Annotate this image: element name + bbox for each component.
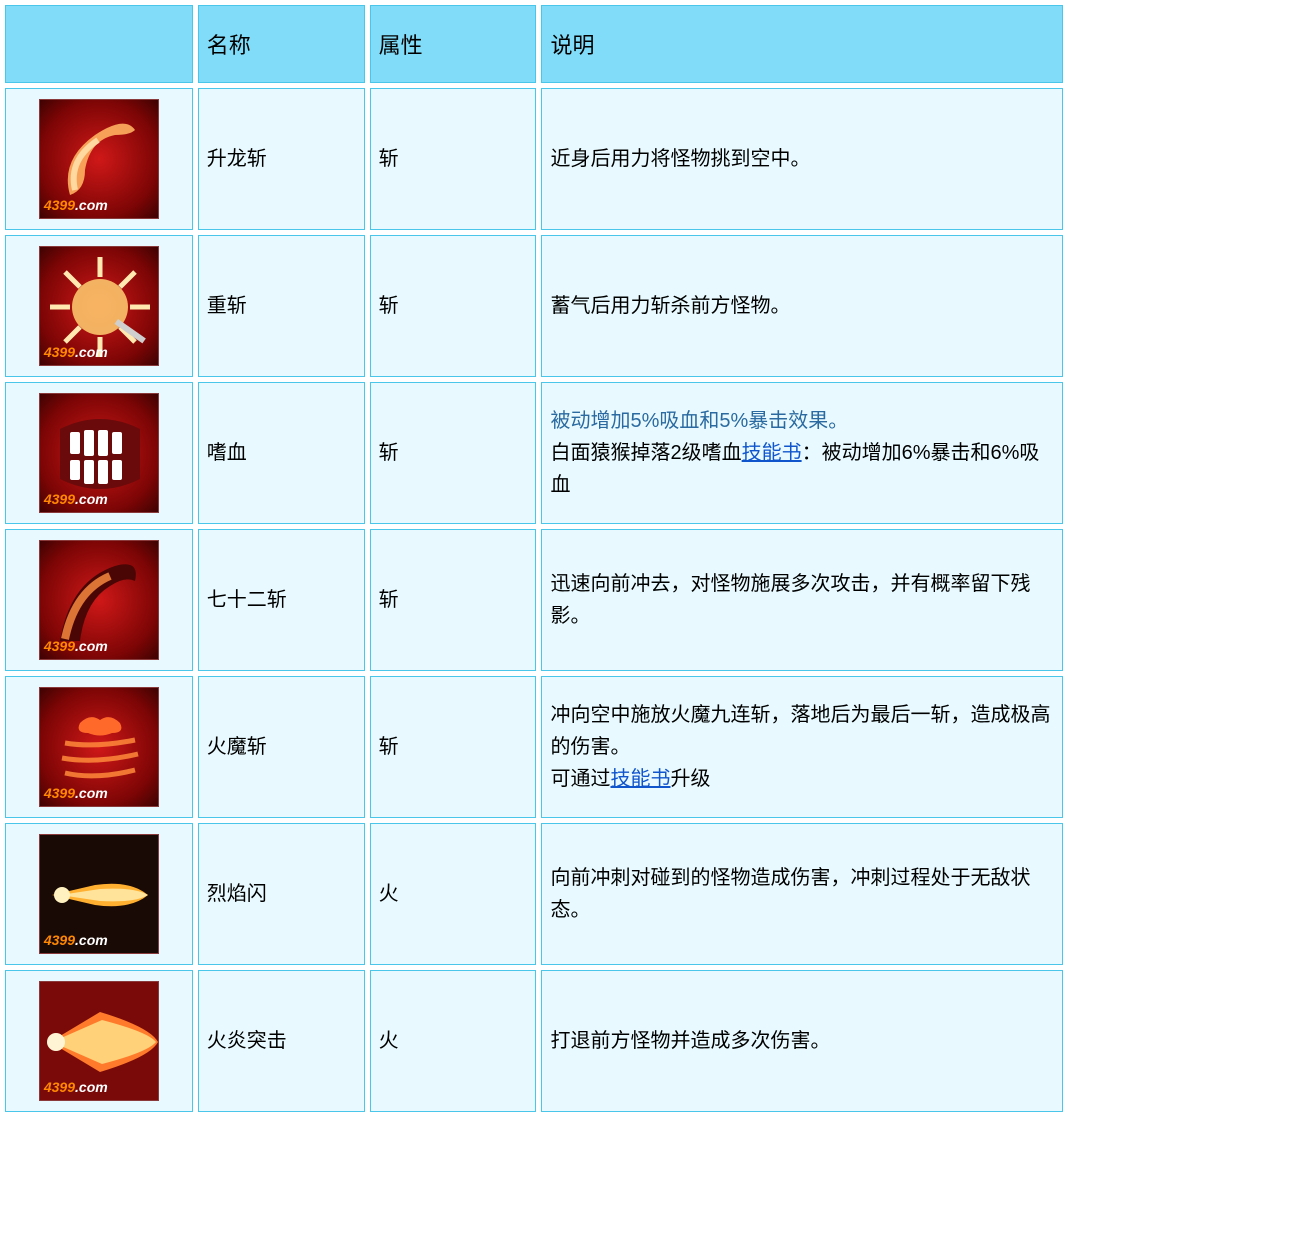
skill-name: 嗜血 (198, 382, 365, 524)
heavy-slash-icon: 4399.com (39, 246, 159, 366)
skill-attr: 火 (370, 823, 537, 965)
table-row: 4399.com 火魔斩斩冲向空中施放火魔九连斩，落地后为最后一斩，造成极高的伤害… (5, 676, 1063, 818)
skill-attr: 斩 (370, 88, 537, 230)
skill-attr: 火 (370, 970, 537, 1112)
watermark: 4399.com (44, 1076, 108, 1098)
skill-icon-cell: 4399.com (5, 823, 193, 965)
skill-icon-cell: 4399.com (5, 970, 193, 1112)
skill-name: 火魔斩 (198, 676, 365, 818)
desc-text: 迅速向前冲去，对怪物施展多次攻击，并有概率留下残影。 (550, 568, 1054, 632)
desc-highlight: 被动增加5%吸血和5%暴击效果。 (550, 405, 1054, 437)
rising-dragon-icon: 4399.com (39, 99, 159, 219)
skill-attr: 斩 (370, 529, 537, 671)
skill-name: 烈焰闪 (198, 823, 365, 965)
skill-attr: 斩 (370, 382, 537, 524)
table-row: 4399.com 升龙斩斩近身后用力将怪物挑到空中。 (5, 88, 1063, 230)
flame-flash-icon: 4399.com (39, 834, 159, 954)
bloodthirst-icon: 4399.com (39, 393, 159, 513)
skill-name: 升龙斩 (198, 88, 365, 230)
flame-assault-icon: 4399.com (39, 981, 159, 1101)
watermark: 4399.com (44, 488, 108, 510)
skill-desc: 蓄气后用力斩杀前方怪物。 (541, 235, 1063, 377)
header-attr: 属性 (370, 5, 537, 83)
desc-text-span: 可通过 (550, 768, 610, 790)
skill-attr: 斩 (370, 235, 537, 377)
table-row: 4399.com 重斩斩蓄气后用力斩杀前方怪物。 (5, 235, 1063, 377)
desc-text-span: 白面猿猴掉落2级嗜血 (550, 442, 741, 464)
desc-text: 白面猿猴掉落2级嗜血技能书：被动增加6%暴击和6%吸血 (550, 437, 1054, 501)
desc-text: 可通过技能书升级 (550, 763, 1054, 795)
skill-table: 名称 属性 说明 4399.com升龙斩斩近身后用力将怪物挑到空中。 4399.… (0, 0, 1068, 1117)
desc-text: 向前冲刺对碰到的怪物造成伤害，冲刺过程处于无敌状态。 (550, 862, 1054, 926)
watermark: 4399.com (44, 194, 108, 216)
table-row: 4399.com 七十二斩斩迅速向前冲去，对怪物施展多次攻击，并有概率留下残影。 (5, 529, 1063, 671)
skill-icon-cell: 4399.com (5, 382, 193, 524)
skill-name: 重斩 (198, 235, 365, 377)
skill-desc: 打退前方怪物并造成多次伤害。 (541, 970, 1063, 1112)
header-desc: 说明 (541, 5, 1063, 83)
skill-icon-cell: 4399.com (5, 529, 193, 671)
fire-demon-slash-icon: 4399.com (39, 687, 159, 807)
skill-book-link[interactable]: 技能书 (742, 442, 802, 464)
skill-icon-cell: 4399.com (5, 88, 193, 230)
skill-book-link[interactable]: 技能书 (610, 768, 670, 790)
header-name: 名称 (198, 5, 365, 83)
desc-text: 蓄气后用力斩杀前方怪物。 (550, 290, 1054, 322)
skill-name: 火炎突击 (198, 970, 365, 1112)
desc-text: 冲向空中施放火魔九连斩，落地后为最后一斩，造成极高的伤害。 (550, 699, 1054, 763)
skill-icon-cell: 4399.com (5, 676, 193, 818)
skill-desc: 向前冲刺对碰到的怪物造成伤害，冲刺过程处于无敌状态。 (541, 823, 1063, 965)
desc-text-span: 升级 (670, 768, 710, 790)
header-row: 名称 属性 说明 (5, 5, 1063, 83)
watermark: 4399.com (44, 341, 108, 363)
watermark: 4399.com (44, 782, 108, 804)
skill-desc: 近身后用力将怪物挑到空中。 (541, 88, 1063, 230)
watermark: 4399.com (44, 635, 108, 657)
skill-desc: 迅速向前冲去，对怪物施展多次攻击，并有概率留下残影。 (541, 529, 1063, 671)
table-row: 4399.com 烈焰闪火向前冲刺对碰到的怪物造成伤害，冲刺过程处于无敌状态。 (5, 823, 1063, 965)
header-icon (5, 5, 193, 83)
skill-desc: 冲向空中施放火魔九连斩，落地后为最后一斩，造成极高的伤害。可通过技能书升级 (541, 676, 1063, 818)
skill-desc: 被动增加5%吸血和5%暴击效果。白面猿猴掉落2级嗜血技能书：被动增加6%暴击和6… (541, 382, 1063, 524)
table-row: 4399.com嗜血斩被动增加5%吸血和5%暴击效果。白面猿猴掉落2级嗜血技能书… (5, 382, 1063, 524)
seventy-two-slash-icon: 4399.com (39, 540, 159, 660)
skill-icon-cell: 4399.com (5, 235, 193, 377)
desc-text: 近身后用力将怪物挑到空中。 (550, 143, 1054, 175)
skill-attr: 斩 (370, 676, 537, 818)
watermark: 4399.com (44, 929, 108, 951)
table-row: 4399.com 火炎突击火打退前方怪物并造成多次伤害。 (5, 970, 1063, 1112)
skill-name: 七十二斩 (198, 529, 365, 671)
desc-text: 打退前方怪物并造成多次伤害。 (550, 1025, 1054, 1057)
